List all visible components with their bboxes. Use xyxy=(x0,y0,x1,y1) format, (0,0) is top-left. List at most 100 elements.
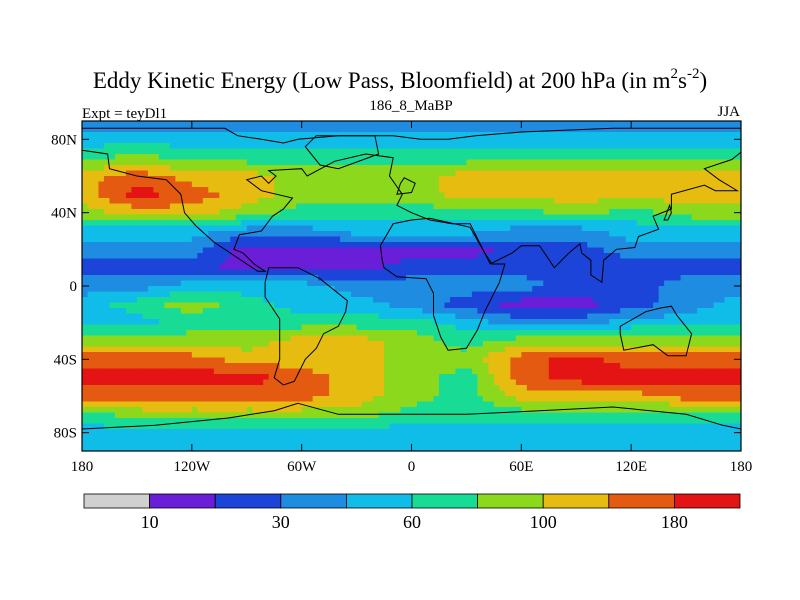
field-cell xyxy=(103,269,111,276)
field-cell xyxy=(702,137,709,144)
field-cell xyxy=(147,170,154,177)
field-cell xyxy=(570,231,577,238)
field-cell xyxy=(548,297,555,304)
field-cell xyxy=(318,176,325,183)
field-cell xyxy=(537,132,544,139)
field-cell xyxy=(493,264,500,271)
field-cell xyxy=(664,291,671,298)
field-cell xyxy=(329,264,336,271)
field-cell xyxy=(554,148,561,155)
field-cell xyxy=(169,242,176,249)
field-cell xyxy=(202,291,209,298)
field-cell xyxy=(290,264,297,271)
field-cell xyxy=(697,209,704,216)
field-cell xyxy=(565,126,572,133)
field-cell xyxy=(345,220,352,227)
field-cell xyxy=(548,231,555,238)
field-cell xyxy=(125,346,133,353)
field-cell xyxy=(433,132,440,139)
field-cell xyxy=(109,247,116,254)
field-cell xyxy=(109,159,116,166)
field-cell xyxy=(713,192,720,199)
field-cell xyxy=(691,253,698,260)
field-cell xyxy=(356,170,363,177)
field-cell xyxy=(532,220,539,227)
field-cell xyxy=(510,170,517,177)
field-cell xyxy=(587,225,594,232)
field-cell xyxy=(241,313,248,320)
field-cell xyxy=(449,192,457,199)
field-cell xyxy=(406,170,413,177)
field-cell xyxy=(389,132,396,139)
field-cell xyxy=(345,231,352,238)
field-cell xyxy=(395,192,402,199)
field-cell xyxy=(455,291,462,298)
field-cell xyxy=(460,159,468,166)
field-cell xyxy=(109,198,116,205)
field-cell xyxy=(471,319,478,326)
field-cell xyxy=(219,242,226,249)
field-cell xyxy=(422,154,429,161)
field-cell xyxy=(202,132,209,139)
field-cell xyxy=(444,176,451,183)
field-cell xyxy=(713,154,720,161)
field-cell xyxy=(312,165,319,172)
field-cell xyxy=(482,159,489,166)
field-cell xyxy=(197,313,204,320)
field-cell xyxy=(510,253,517,260)
field-cell xyxy=(230,214,237,221)
field-cell xyxy=(477,220,484,227)
field-cell xyxy=(537,319,544,326)
field-cell xyxy=(142,192,149,199)
field-cell xyxy=(598,132,605,139)
field-cell xyxy=(169,132,176,139)
field-cell xyxy=(455,203,462,210)
field-cell xyxy=(581,247,588,254)
field-cell xyxy=(526,187,533,194)
field-cell xyxy=(114,341,122,348)
field-cell xyxy=(263,253,270,260)
field-cell xyxy=(400,341,407,348)
field-cell xyxy=(592,253,599,260)
field-cell xyxy=(708,330,715,337)
field-cell xyxy=(131,269,138,276)
field-cell xyxy=(669,203,676,210)
field-cell xyxy=(466,181,473,188)
field-cell xyxy=(147,335,154,342)
field-cell xyxy=(87,286,94,293)
field-cell xyxy=(274,176,281,183)
field-cell xyxy=(340,324,347,331)
field-cell xyxy=(449,319,457,326)
field-cell xyxy=(493,220,500,227)
field-cell xyxy=(136,192,144,199)
field-cell xyxy=(285,236,292,243)
field-cell xyxy=(296,126,303,133)
field-cell xyxy=(362,335,369,342)
field-cell xyxy=(362,346,369,353)
field-cell xyxy=(499,192,506,199)
field-cell xyxy=(625,159,632,166)
field-cell xyxy=(318,264,325,271)
field-cell xyxy=(587,236,594,243)
field-cell xyxy=(202,231,209,238)
field-cell xyxy=(581,214,588,221)
field-cell xyxy=(158,302,165,309)
field-cell xyxy=(504,319,511,326)
field-cell xyxy=(345,253,352,260)
field-cell xyxy=(559,280,566,287)
field-cell xyxy=(427,192,435,199)
field-cell xyxy=(565,280,572,287)
field-cell xyxy=(636,225,643,232)
field-cell xyxy=(675,253,682,260)
field-cell xyxy=(620,258,627,265)
field-cell xyxy=(675,225,682,232)
field-cell xyxy=(548,253,555,260)
field-cell xyxy=(702,319,709,326)
field-cell xyxy=(87,176,94,183)
field-cell xyxy=(345,324,352,331)
field-cell xyxy=(735,313,741,320)
field-cell xyxy=(570,264,577,271)
field-cell xyxy=(438,159,446,166)
field-cell xyxy=(87,225,94,232)
field-cell xyxy=(653,159,660,166)
